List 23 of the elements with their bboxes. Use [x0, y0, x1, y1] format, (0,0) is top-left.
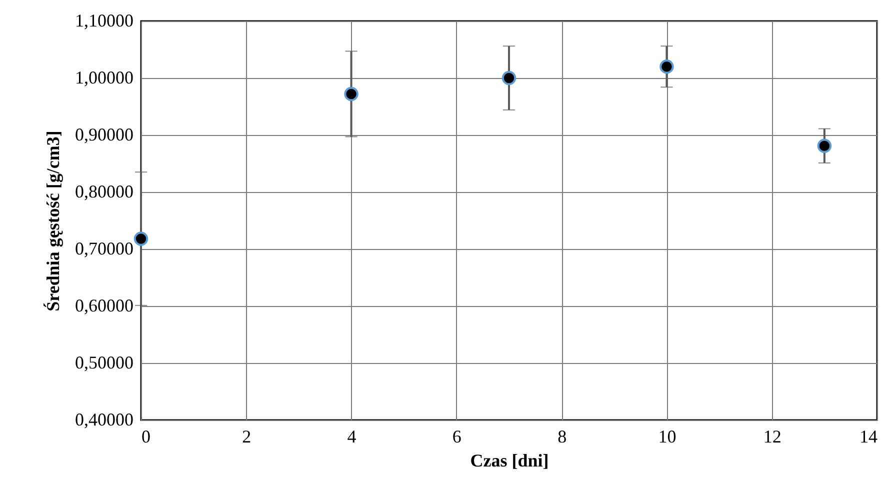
x-tick-label: 8	[558, 426, 567, 446]
y-tick-label: 1,10000	[75, 10, 134, 30]
point	[660, 59, 674, 74]
point	[817, 138, 832, 153]
x-tick-label: 6	[452, 426, 462, 446]
y-tick-label: 0,60000	[75, 296, 134, 316]
point	[134, 232, 148, 246]
y-tick-label: 0,70000	[75, 238, 134, 258]
y-tick-label: 0,80000	[75, 182, 134, 202]
y-tick-label: 0,40000	[75, 410, 134, 430]
x-tick-label: 12	[763, 426, 782, 446]
x-tick-label: 0	[142, 426, 150, 446]
y-tick-label: 0,50000	[75, 352, 134, 372]
x-tick-label: 4	[347, 426, 356, 446]
y-axis-title: Średnia gęstość [g/cm3]	[43, 130, 63, 312]
x-axis-title: Czas [dni]	[470, 450, 549, 470]
y-tick-label: 1,00000	[75, 68, 134, 88]
point	[344, 86, 358, 102]
x-tick-label: 14	[860, 426, 878, 446]
point	[502, 70, 516, 86]
x-tick-label: 2	[242, 426, 252, 446]
y-tick-label: 0,90000	[75, 124, 134, 144]
x-tick-label: 10	[658, 426, 676, 446]
